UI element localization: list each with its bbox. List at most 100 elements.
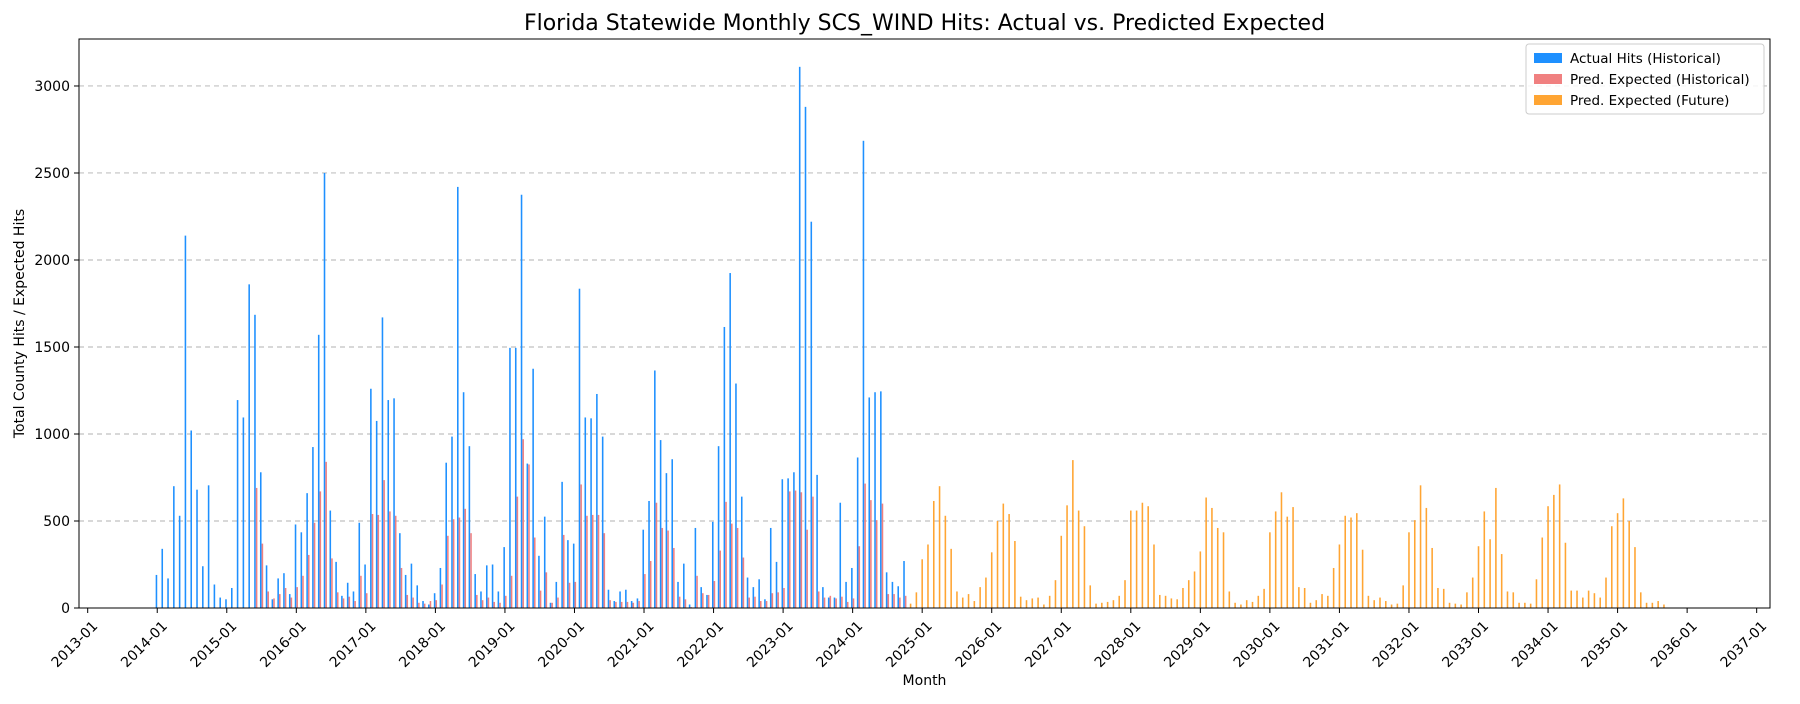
- bar-pred-future: [1043, 604, 1045, 608]
- bar-actual: [671, 459, 673, 608]
- bar-actual: [897, 586, 900, 608]
- y-tick-label: 2500: [34, 166, 70, 182]
- bar-pred-future: [956, 591, 958, 608]
- bar-pred-future: [1645, 602, 1648, 608]
- bar-pred-historical: [348, 596, 351, 608]
- bar-actual: [381, 317, 384, 608]
- bar-pred-historical: [400, 567, 403, 608]
- x-tick-label: 2037-01: [1718, 618, 1771, 671]
- bar-pred-future: [932, 500, 935, 608]
- bar-actual: [497, 591, 500, 608]
- bar-pred-historical: [279, 594, 281, 608]
- bar-pred-future: [1228, 591, 1231, 608]
- bar-pred-historical: [313, 522, 316, 608]
- bar-pred-historical: [418, 602, 420, 608]
- bar-pred-historical: [603, 533, 606, 608]
- bar-pred-future: [979, 587, 981, 608]
- bar-actual: [277, 578, 279, 608]
- bar-pred-future: [967, 594, 970, 608]
- bar-pred-future: [1170, 598, 1173, 608]
- bar-actual: [167, 578, 169, 608]
- bar-actual: [903, 561, 905, 608]
- bar-actual: [294, 524, 297, 608]
- bar-pred-historical: [823, 597, 826, 608]
- bar-pred-historical: [829, 595, 832, 608]
- bar-pred-historical: [284, 587, 287, 608]
- bar-pred-future: [1216, 527, 1219, 608]
- bar-pred-historical: [452, 519, 455, 608]
- x-tick-label: 2032-01: [1370, 618, 1423, 671]
- bar-pred-future: [1187, 580, 1190, 608]
- bar-actual: [555, 581, 558, 608]
- bar-pred-future: [1634, 547, 1636, 608]
- bar-pred-future: [1379, 597, 1381, 608]
- bar-pred-historical: [765, 601, 768, 608]
- bar-actual: [480, 591, 482, 608]
- bar-pred-future: [1048, 595, 1051, 608]
- bar-pred-future: [1628, 520, 1630, 608]
- bar-pred-historical: [522, 439, 524, 608]
- bar-pred-historical: [626, 601, 629, 608]
- bar-actual: [810, 221, 813, 608]
- bar-actual: [833, 597, 836, 608]
- bar-pred-future: [1477, 546, 1480, 608]
- bar-actual: [451, 436, 453, 608]
- y-tick-label: 3000: [34, 79, 70, 95]
- bar-pred-historical: [719, 550, 721, 608]
- bar-pred-future: [1547, 506, 1549, 608]
- bar-pred-future: [1141, 502, 1144, 608]
- bar-pred-future: [1413, 520, 1416, 608]
- bar-actual: [549, 602, 552, 608]
- bar-actual: [503, 547, 505, 608]
- bar-pred-future: [1095, 603, 1097, 608]
- y-tick-label: 500: [43, 514, 70, 530]
- bar-actual: [329, 510, 332, 608]
- bar-pred-historical: [754, 596, 756, 608]
- bar-pred-historical: [371, 514, 374, 608]
- bar-actual: [642, 529, 645, 608]
- bar-pred-future: [1158, 594, 1161, 608]
- bar-pred-historical: [273, 598, 275, 608]
- bar-actual: [335, 561, 337, 608]
- bar-pred-future: [1350, 517, 1352, 608]
- bar-pred-future: [1570, 590, 1573, 608]
- bar-pred-future: [1460, 604, 1462, 608]
- bar-pred-historical: [377, 514, 380, 608]
- bar-actual: [561, 481, 563, 608]
- bar-pred-historical: [307, 554, 310, 608]
- bar-pred-future: [1327, 595, 1329, 608]
- bar-pred-historical: [476, 594, 478, 608]
- bar-pred-future: [1582, 597, 1584, 608]
- bar-pred-historical: [841, 596, 843, 608]
- bar-pred-historical: [545, 572, 548, 608]
- bar-pred-historical: [360, 575, 362, 608]
- bar-actual: [578, 288, 581, 608]
- bar-actual: [346, 582, 349, 608]
- bar-pred-future: [1257, 595, 1260, 608]
- bar-pred-historical: [881, 503, 884, 608]
- legend-label: Pred. Expected (Historical): [1570, 72, 1750, 88]
- bar-pred-historical: [516, 496, 519, 608]
- bar-pred-historical: [557, 597, 559, 608]
- bar-pred-historical: [464, 508, 467, 608]
- bar-pred-future: [927, 544, 929, 608]
- legend-label: Actual Hits (Historical): [1570, 51, 1721, 67]
- bar-pred-historical: [702, 593, 704, 608]
- bar-pred-future: [950, 548, 952, 608]
- bar-pred-historical: [435, 600, 438, 608]
- bar-pred-future: [1025, 600, 1028, 608]
- bar-actual: [665, 473, 668, 608]
- bar-pred-future: [1466, 592, 1468, 608]
- bar-pred-historical: [255, 487, 258, 608]
- bar-pred-historical: [684, 599, 687, 608]
- bar-actual: [880, 391, 882, 608]
- bar-actual: [317, 334, 320, 608]
- bar-pred-historical: [806, 529, 808, 608]
- bar-pred-future: [1663, 604, 1665, 608]
- bar-actual: [283, 573, 285, 608]
- bar-pred-future: [1437, 587, 1439, 608]
- bar-pred-future: [1118, 595, 1120, 608]
- bar-actual: [735, 383, 737, 608]
- y-tick-label: 2000: [34, 253, 70, 269]
- bar-pred-historical: [673, 547, 675, 608]
